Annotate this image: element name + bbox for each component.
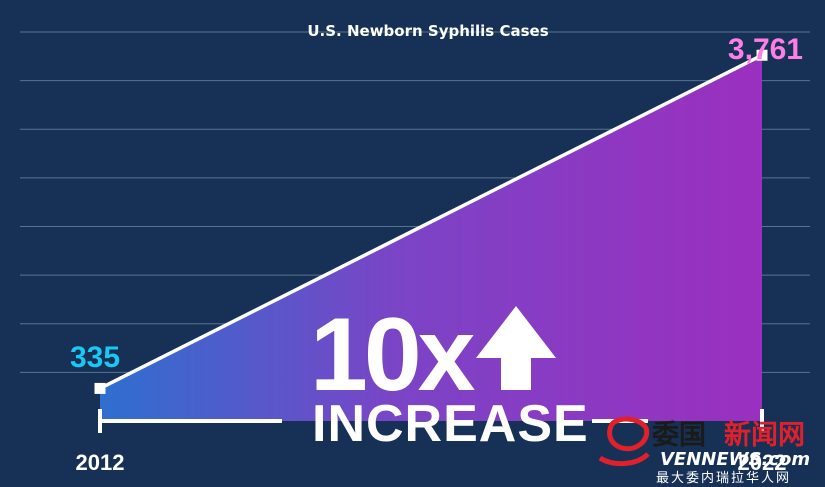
x-tick-label-2012: 2012 bbox=[76, 450, 125, 475]
x-tick-label-2022: 2022 bbox=[738, 450, 787, 475]
area-fill bbox=[100, 55, 762, 422]
callout-number: 10x bbox=[310, 297, 476, 413]
up-arrow-icon bbox=[476, 306, 556, 390]
chart-title: U.S. Newborn Syphilis Cases bbox=[307, 22, 548, 40]
watermark-name-red: 新闻网 bbox=[724, 419, 805, 451]
data-point-end bbox=[756, 49, 768, 61]
data-point-start bbox=[94, 382, 106, 394]
data-label-end: 3,761 bbox=[728, 33, 803, 66]
callout-word: INCREASE bbox=[312, 395, 589, 453]
watermark: 委国 新闻网 VENNEWS.com 最大委内瑞拉华人网 bbox=[598, 416, 810, 486]
dragon-logo-icon bbox=[598, 416, 650, 466]
watermark-tagline: 最大委内瑞拉华人网 bbox=[656, 470, 791, 486]
trend-line bbox=[99, 53, 763, 390]
watermark-name-black: 委国 bbox=[652, 420, 706, 451]
watermark-site: VENNEWS.com bbox=[660, 449, 810, 470]
data-label-start: 335 bbox=[70, 341, 120, 374]
